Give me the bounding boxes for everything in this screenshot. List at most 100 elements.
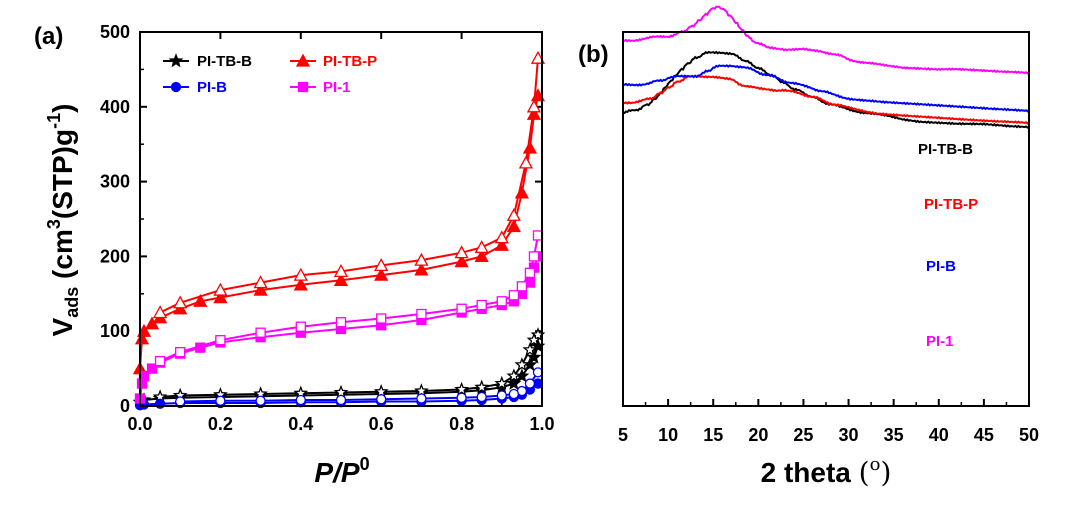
series-label-pi-tb-b: PI-TB-B [918, 141, 973, 158]
series-pi-b [134, 367, 544, 411]
panel-b-xtick-label: 45 [974, 425, 994, 445]
pi-1-desorption-point [175, 346, 186, 358]
pi-1-desorption-point [496, 296, 507, 307]
panel-b-xtick-label: 15 [703, 425, 723, 445]
panel-a-xtick-label: 0.8 [449, 414, 474, 434]
pi-1-desorption-point [335, 317, 347, 328]
xrd-curve-pi-tb-p [622, 74, 1030, 125]
pi-1-adsorption-point [146, 363, 158, 374]
pi-b-desorption-point [456, 392, 467, 403]
pi-b-desorption-point [524, 378, 536, 389]
panel-a-xtick-label: 1.0 [529, 414, 554, 434]
pi-tb-p-desorption-line [159, 58, 539, 314]
pi-b-desorption-point [215, 395, 226, 406]
pi-tb-p-desorption-point [213, 282, 228, 296]
panel-a-frame [139, 31, 543, 407]
panel-b-xtick-label: 30 [839, 425, 859, 445]
panel-b-xtick-label: 35 [884, 425, 904, 445]
pi-tb-p-desorption-point [530, 50, 546, 64]
panel-a-label: (a) [34, 23, 63, 50]
pi-1-desorption-point [295, 321, 306, 332]
legend-label-pi-tb-p: PI-TB-P [323, 53, 377, 70]
panel-a-ytick-label: 200 [100, 246, 130, 266]
pi-tb-b-desorption-line [160, 334, 539, 398]
pi-tb-p-adsorption-point [454, 254, 469, 268]
pi-tb-p-adsorption-point [213, 290, 228, 304]
panel-a-xtick-label: 0.4 [288, 414, 313, 434]
legend-symbol-pi-tb-b [168, 53, 184, 68]
pi-tb-b-desorption-point [506, 368, 522, 383]
panel-a-legend: PI-TB-B PI-TB-P PI-B PI-1 [163, 53, 377, 96]
panel-a-ylabel: Vads (cm3(STP)g-1) [44, 104, 82, 337]
panel-b: (b) 2 theta (o) 5 10 15 20 25 30 35 40 45 50 PI-T… [578, 5, 1039, 489]
panel-b-frame [622, 31, 1030, 407]
pi-tb-p-adsorption-point [494, 237, 509, 251]
pi-tb-p-adsorption-point [374, 267, 389, 281]
legend-symbol-pi-b [170, 81, 182, 93]
pi-1-desorption-point [528, 251, 540, 262]
pi-b-desorption-point [376, 394, 387, 405]
xrd-curve-pi-1 [622, 5, 1030, 75]
series-pi-1 [134, 230, 544, 404]
pi-1-desorption-point [456, 303, 467, 314]
pi-tb-p-desorption-point [454, 245, 469, 259]
panel-a-ytick-label: 400 [100, 97, 130, 117]
pi-tb-p-adsorption-point [193, 293, 208, 307]
series-label-pi-1: PI-1 [926, 333, 954, 350]
legend-item-pi-b: PI-B [163, 79, 227, 96]
pi-tb-p-desorption-point [333, 264, 349, 278]
legend-label-pi-1: PI-1 [323, 79, 351, 96]
pi-tb-p-desorption-point [153, 305, 168, 319]
pi-1-desorption-point [508, 290, 520, 301]
legend-item-pi-tb-b: PI-TB-B [163, 53, 252, 70]
panel-a-ytick-label: 500 [100, 22, 130, 42]
pi-tb-p-desorption-point [526, 99, 542, 113]
pi-tb-p-desorption-point [414, 252, 429, 266]
pi-tb-p-desorption-point [518, 155, 534, 169]
legend-item-pi-tb-p: PI-TB-P [290, 53, 377, 70]
pi-tb-b-adsorption-point [526, 349, 542, 364]
panel-a-xtick-label: 0.2 [208, 414, 233, 434]
legend-marker-pi-b [170, 81, 182, 93]
pi-tb-b-desorption-point [526, 332, 542, 347]
legend-marker-pi-tb-b [168, 53, 184, 68]
pi-1-desorption-point [476, 299, 487, 311]
pi-tb-p-desorption-point [374, 258, 389, 272]
series-pi-tb-p [132, 50, 546, 375]
panel-a-xtick-label: 0.6 [369, 414, 394, 434]
pi-tb-p-adsorption-point [522, 140, 538, 154]
series-label-pi-tb-p: PI-TB-P [924, 196, 978, 213]
panel-a-xlabel: P/P0 [314, 454, 369, 488]
panel-a-xtick-label: 0.0 [127, 414, 152, 434]
pi-tb-p-adsorption-point [136, 323, 152, 337]
pi-tb-b-desorption-point [494, 375, 510, 390]
pi-tb-b-desorption-point [522, 342, 538, 357]
pi-tb-b-desorption-point [474, 379, 490, 394]
legend-item-pi-1: PI-1 [290, 79, 351, 96]
legend-label-pi-tb-b: PI-TB-B [197, 53, 252, 70]
legend-symbol-pi-1 [297, 81, 309, 93]
panel-b-xtick-label: 10 [658, 425, 678, 445]
pi-b-desorption-point [175, 396, 186, 407]
pi-tb-p-desorption-point [293, 267, 308, 281]
pi-1-desorption-point [524, 267, 536, 279]
pi-tb-p-desorption-point [173, 295, 188, 309]
xrd-curve-pi-b [622, 64, 1030, 113]
xrd-curve-pi-tb-b [622, 50, 1030, 129]
panel-a: (a) Vads (cm3(STP)g-1) P/P0 0.0 0.2 0.4 0.6… [34, 22, 555, 488]
legend-label-pi-b: PI-B [197, 79, 227, 96]
pi-b-desorption-point [508, 388, 520, 400]
pi-tb-p-adsorption-point [530, 88, 546, 102]
panel-b-xtick-label: 40 [929, 425, 949, 445]
pi-tb-p-adsorption-point [414, 262, 429, 276]
panel-b-label: (b) [578, 41, 609, 68]
pi-1-desorption-point [516, 281, 528, 292]
pi-b-desorption-point [416, 393, 427, 404]
legend-marker-pi-tb-p [295, 53, 311, 67]
pi-b-desorption-point [476, 391, 487, 403]
panel-b-xtick-label: 25 [793, 425, 813, 445]
pi-1-desorption-point [154, 355, 166, 367]
pi-tb-p-adsorption-point [253, 282, 268, 296]
pi-tb-p-adsorption-point [293, 277, 308, 291]
